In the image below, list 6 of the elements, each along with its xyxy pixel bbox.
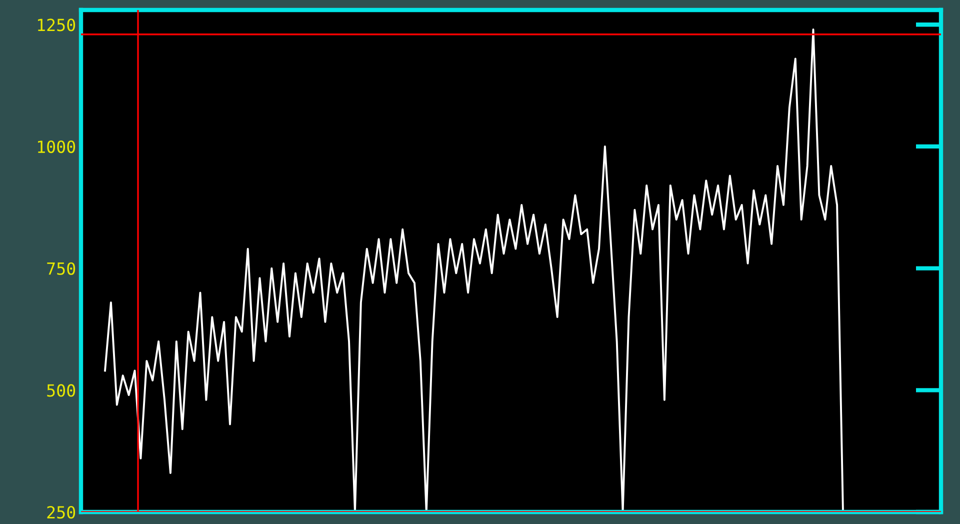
y-tick-label: 500 <box>47 384 76 397</box>
line-series <box>104 28 844 512</box>
y-tick-label: 750 <box>47 262 76 275</box>
y-tick-label: 250 <box>47 506 76 519</box>
y-tick-label: 1250 <box>38 18 76 32</box>
y-tick-label: 1000 <box>38 140 76 154</box>
